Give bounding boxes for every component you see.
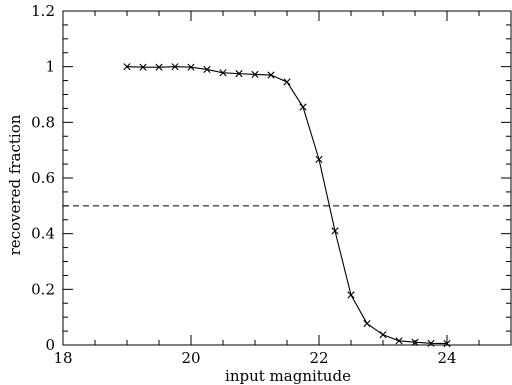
- cross-marker-stroke: [283, 78, 291, 86]
- data-point: [411, 338, 419, 346]
- y-tick-label: 0.6: [31, 169, 55, 187]
- cross-marker-stroke: [139, 63, 147, 71]
- data-point: [363, 319, 371, 328]
- cross-marker-stroke: [187, 63, 195, 71]
- data-point: [379, 331, 387, 339]
- data-point: [187, 63, 195, 71]
- cross-marker-stroke: [443, 340, 451, 348]
- data-point: [395, 337, 403, 345]
- y-tick-label: 0: [45, 336, 55, 354]
- data-point: [219, 69, 227, 77]
- cross-marker-stroke: [299, 103, 307, 111]
- x-tick-label: 22: [309, 349, 328, 367]
- cross-marker-stroke: [155, 63, 163, 71]
- cross-marker-stroke: [267, 71, 275, 79]
- tick-labels: 18 20 22 24 0 0.2 0.4 0.6 0.8 1 1.2: [31, 2, 456, 367]
- data-point: [443, 340, 451, 348]
- cross-marker-stroke: [219, 69, 227, 77]
- data-point: [283, 78, 291, 86]
- data-point: [251, 70, 259, 79]
- data-point: [235, 70, 243, 78]
- x-axis-title: input magnitude: [225, 367, 351, 385]
- data-point: [299, 103, 307, 111]
- x-tick-label: 20: [181, 349, 200, 367]
- cross-marker-stroke: [331, 227, 339, 235]
- data-point: [123, 63, 131, 71]
- y-tick-label: 0.2: [31, 280, 55, 298]
- cross-marker-stroke: [251, 70, 259, 79]
- data-point: [347, 291, 355, 299]
- y-tick-label: 1: [45, 58, 55, 76]
- cross-marker-stroke: [235, 70, 243, 78]
- data-point: [267, 71, 275, 79]
- cross-marker-stroke: [427, 339, 435, 347]
- data-series: [123, 63, 451, 348]
- y-tick-label: 0.8: [31, 113, 55, 131]
- data-point: [427, 339, 435, 347]
- data-point: [139, 63, 147, 71]
- y-tick-label: 0.4: [31, 225, 55, 243]
- y-tick-label: 1.2: [31, 2, 55, 20]
- y-axis-title: recovered fraction: [6, 114, 24, 255]
- plot-border: [62, 10, 512, 346]
- plot-frame: [62, 10, 512, 346]
- data-point: [171, 63, 179, 71]
- cross-marker-stroke: [315, 155, 323, 163]
- axis-ticks: [62, 10, 512, 346]
- x-tick-label: 18: [53, 349, 72, 367]
- series-line: [126, 66, 448, 345]
- data-point: [155, 63, 163, 71]
- cross-marker-stroke: [123, 63, 131, 71]
- data-point: [331, 227, 339, 235]
- data-point: [203, 65, 211, 74]
- data-point: [315, 155, 323, 163]
- cross-marker-stroke: [347, 291, 355, 299]
- cross-marker-stroke: [379, 331, 387, 339]
- cross-marker-stroke: [411, 338, 419, 346]
- x-tick-label: 24: [437, 349, 456, 367]
- cross-marker-stroke: [395, 337, 403, 345]
- cross-marker-stroke: [203, 65, 211, 74]
- cross-marker-stroke: [363, 319, 371, 328]
- cross-marker-stroke: [171, 63, 179, 71]
